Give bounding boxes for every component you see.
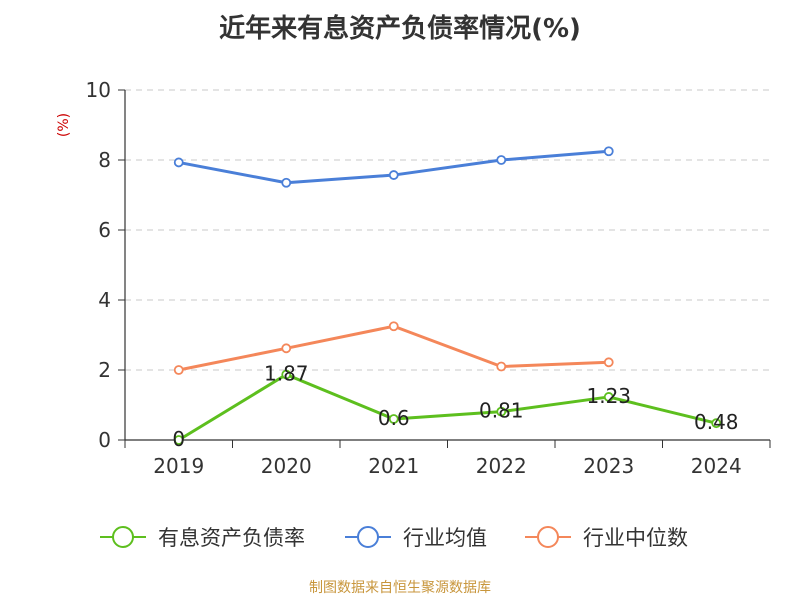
data-point: [173, 435, 184, 445]
chart-title: 近年来有息资产负债率情况(%): [219, 14, 581, 44]
data-point: [281, 177, 292, 188]
data-label: 0: [172, 427, 185, 451]
y-tick-label: 8: [98, 148, 111, 172]
x-tick-label: 2021: [368, 454, 419, 478]
source-note: 制图数据来自恒生聚源数据库: [309, 580, 491, 596]
series-line-2: [178, 324, 609, 372]
y-tick-label: 0: [98, 428, 111, 452]
legend-marker-2: [537, 526, 559, 548]
y-tick-label: 4: [98, 288, 111, 312]
x-tick-label: 2019: [153, 454, 204, 478]
x-tick-label: 2024: [691, 454, 742, 478]
data-point: [603, 392, 614, 402]
y-tick-label: 6: [98, 218, 111, 242]
data-point: [388, 414, 399, 424]
data-label: 0.6: [378, 406, 410, 430]
data-label: 0.48: [694, 410, 739, 434]
data-point: [173, 365, 184, 375]
data-point: [281, 369, 292, 380]
x-tick-label: 2020: [261, 454, 312, 478]
data-label: 0.81: [479, 399, 524, 423]
legend-label-2: 行业中位数: [583, 526, 688, 550]
legend-marker-1: [357, 526, 379, 548]
legend-label-1: 行业均值: [403, 526, 487, 550]
data-label: 1.23: [586, 384, 631, 408]
legend-marker-0: [112, 526, 134, 548]
data-point: [388, 321, 399, 332]
x-tick-label: 2022: [476, 454, 527, 478]
data-point: [496, 361, 507, 372]
y-tick-label: 2: [98, 358, 111, 382]
series-line-0: [177, 373, 717, 442]
data-point: [281, 343, 292, 354]
data-point: [173, 157, 184, 168]
data-point: [496, 406, 507, 417]
y-axis-unit-label: (%): [56, 113, 72, 137]
data-point: [711, 418, 722, 429]
y-tick-label: 10: [86, 78, 111, 102]
x-tick-label: 2023: [583, 454, 634, 478]
data-point: [603, 357, 614, 368]
data-point: [603, 146, 614, 157]
data-point: [496, 155, 507, 165]
legend-label-0: 有息资产负债率: [158, 526, 305, 550]
data-point: [388, 170, 399, 180]
data-label: 1.87: [264, 362, 309, 386]
